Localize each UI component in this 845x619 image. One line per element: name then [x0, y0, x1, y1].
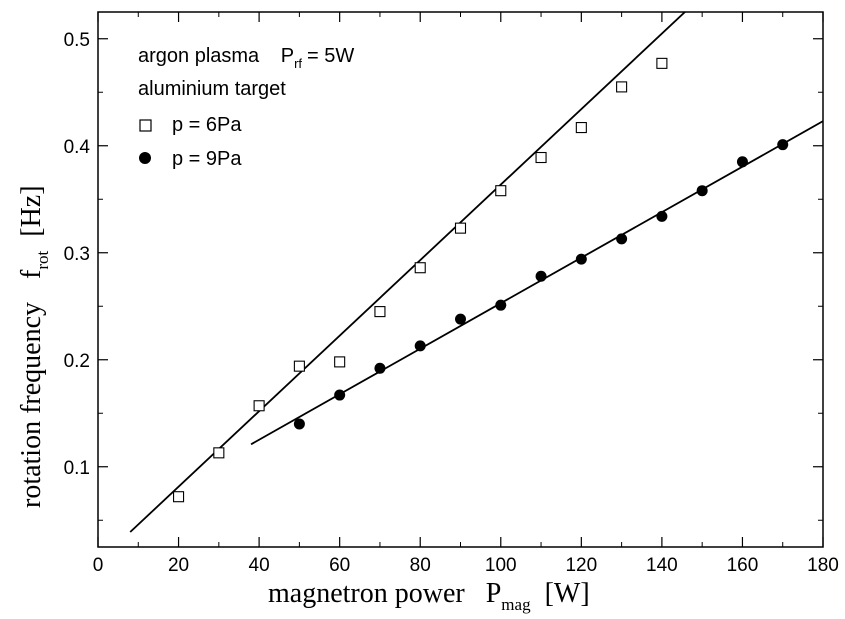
data-point-open-square [253, 400, 265, 412]
y-tick-label: 0.5 [64, 30, 90, 51]
x-tick-label: 40 [249, 555, 270, 576]
data-point-filled-circle [696, 185, 708, 197]
legend-label-series-2: p = 9Pa [172, 148, 242, 170]
data-point-open-square [656, 57, 668, 69]
x-tick-label: 140 [646, 555, 678, 576]
axis-ticks: 0 20 40 60 80 100 120 140 160 180 0.1 0.2 0.3 0.4 0.5 [64, 12, 839, 576]
y-tick-label: 0.4 [64, 137, 91, 158]
x-tick-label: 20 [168, 555, 189, 576]
x-tick-label: 100 [485, 555, 517, 576]
data-point-filled-circle [535, 270, 547, 282]
x-tick-label: 120 [565, 555, 597, 576]
y-tick-label: 0.2 [64, 351, 90, 372]
data-point-filled-circle [455, 313, 466, 325]
data-point-filled-circle [656, 210, 668, 222]
data-points [173, 57, 789, 503]
legend-marker-filled-circle [139, 152, 151, 164]
x-axis-title: magnetron power Pmag [W] [268, 578, 590, 614]
annotation-aluminium-target: aluminium target [138, 78, 286, 100]
x-tick-label: 80 [410, 555, 431, 576]
x-tick-label: 60 [329, 555, 350, 576]
fit-line-series-2 [250, 120, 823, 446]
data-point-open-square [213, 447, 225, 459]
fit-lines [129, 12, 823, 533]
data-point-filled-circle [334, 389, 346, 401]
data-point-open-square [334, 356, 346, 368]
x-tick-label: 180 [807, 555, 839, 576]
data-point-filled-circle [777, 139, 789, 151]
y-tick-label: 0.3 [64, 244, 90, 265]
data-point-filled-circle [374, 362, 386, 374]
x-tick-label: 160 [727, 555, 759, 576]
x-tick-label: 0 [93, 555, 104, 576]
data-point-open-square [173, 491, 185, 503]
data-point-filled-circle [414, 340, 426, 352]
y-tick-label: 0.1 [64, 458, 90, 479]
data-point-filled-circle [616, 233, 628, 245]
data-point-open-square [535, 151, 547, 164]
data-point-filled-circle [293, 418, 305, 430]
data-point-open-square [414, 262, 426, 274]
data-point-open-square [575, 122, 587, 134]
legend: argon plasma Prf = 5W aluminium target p … [138, 45, 354, 170]
legend-label-series-1: p = 6Pa [172, 114, 242, 136]
data-point-open-square [293, 360, 305, 372]
legend-marker-open-square [139, 119, 152, 132]
data-point-open-square [454, 222, 467, 234]
data-point-open-square [374, 306, 386, 318]
data-point-filled-circle [575, 253, 587, 265]
y-axis-title: rotation frequency frot[Hz] [16, 185, 52, 508]
data-point-open-square [495, 185, 507, 197]
data-point-open-square [616, 81, 628, 93]
data-point-filled-circle [736, 156, 748, 168]
data-point-filled-circle [495, 299, 507, 311]
fit-line-series-1 [129, 12, 687, 533]
annotation-argon-plasma: argon plasma Prf = 5W [138, 45, 354, 71]
